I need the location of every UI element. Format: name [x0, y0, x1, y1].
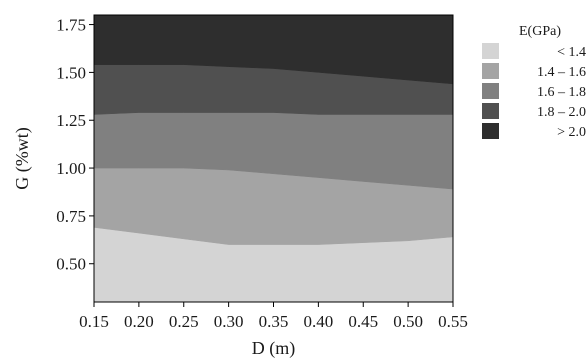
legend-swatch: [482, 123, 499, 139]
legend-label: < 1.4: [557, 45, 586, 60]
x-tick-label: 0.55: [438, 312, 468, 331]
y-axis-title: G (%wt): [12, 127, 33, 189]
y-tick-label: 1.00: [56, 159, 86, 178]
x-tick-label: 0.40: [304, 312, 334, 331]
legend: E(GPa) < 1.4 1.4 – 1.6 1.6 – 1.8 1.8 – 2.0 >…: [482, 24, 586, 140]
x-axis-title: D (m): [252, 338, 296, 359]
x-tick-label: 0.20: [124, 312, 154, 331]
x-tick-label: 0.30: [214, 312, 244, 331]
x-tick-label: 0.35: [259, 312, 289, 331]
y-tick-label: 1.50: [56, 63, 86, 82]
x-tick-label: 0.15: [79, 312, 109, 331]
legend-label: > 2.0: [557, 125, 586, 140]
y-tick-label: 1.25: [56, 111, 86, 130]
contour-regions: [93, 14, 454, 303]
x-tick-label: 0.25: [169, 312, 199, 331]
legend-label: 1.6 – 1.8: [537, 85, 586, 100]
y-axis-ticks: 1.75 1.50 1.25 1.00 0.75 0.50: [56, 16, 94, 274]
legend-label: 1.8 – 2.0: [537, 105, 586, 120]
legend-label: 1.4 – 1.6: [537, 65, 586, 80]
legend-swatch: [482, 63, 499, 79]
y-tick-label: 1.75: [56, 16, 86, 35]
x-tick-label: 0.45: [348, 312, 378, 331]
x-axis-ticks: 0.15 0.20 0.25 0.30 0.35 0.40 0.45 0.50 0.55: [79, 302, 468, 331]
legend-swatch: [482, 43, 499, 59]
legend-swatch: [482, 83, 499, 99]
y-tick-label: 0.50: [56, 255, 86, 274]
x-tick-label: 0.50: [393, 312, 423, 331]
legend-title: E(GPa): [519, 24, 561, 39]
legend-swatch: [482, 103, 499, 119]
y-tick-label: 0.75: [56, 207, 86, 226]
